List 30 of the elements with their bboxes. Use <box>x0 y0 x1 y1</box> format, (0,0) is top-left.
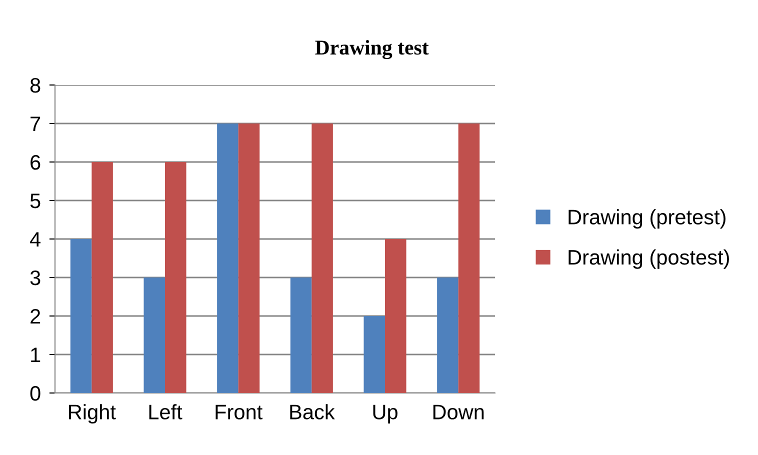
y-tick-label: 4 <box>30 232 40 247</box>
bar <box>364 316 385 393</box>
bar <box>144 278 165 393</box>
y-tick-label: 2 <box>30 309 40 324</box>
bar <box>385 239 406 393</box>
x-tick-label: Right <box>69 404 116 424</box>
bar <box>312 124 333 393</box>
legend-label: Drawing (pretest) <box>568 209 726 229</box>
y-tick-label: 6 <box>30 155 40 170</box>
bar <box>165 162 186 393</box>
x-tick-label: Front <box>216 404 262 420</box>
bar <box>290 278 312 393</box>
legend-label: Drawing (postest) <box>568 249 729 269</box>
x-tick-label: Left <box>149 404 182 420</box>
x-tick-label: Back <box>290 404 335 420</box>
y-tick-label: 0 <box>30 386 40 401</box>
y-tick-label: 5 <box>30 194 40 208</box>
chart-title: Drawing test <box>315 40 429 60</box>
bar <box>70 239 92 393</box>
y-tick-label: 7 <box>30 116 40 132</box>
bar <box>217 124 238 393</box>
bar <box>92 162 113 393</box>
bar <box>238 124 260 393</box>
y-tick-label: 8 <box>30 78 40 93</box>
bar <box>437 278 458 393</box>
y-tick-label: 1 <box>31 348 40 362</box>
x-tick-label: Up <box>373 404 398 424</box>
bar <box>458 124 480 393</box>
y-tick-label: 3 <box>30 270 40 286</box>
x-tick-label: Down <box>433 404 484 420</box>
